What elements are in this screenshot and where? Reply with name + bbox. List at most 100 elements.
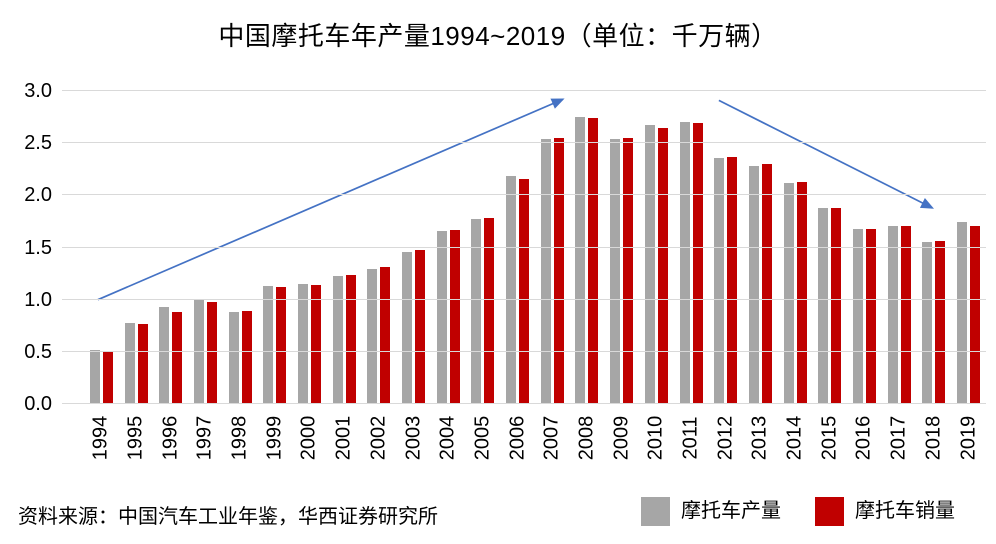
x-axis-tick-label: 1996 bbox=[159, 415, 182, 461]
bar-group-2018 bbox=[917, 91, 952, 404]
bar-group-2019 bbox=[951, 91, 986, 404]
x-axis-tick-label: 1995 bbox=[124, 415, 147, 461]
x-axis-tick-label: 2012 bbox=[714, 415, 737, 461]
bar-sales-1995 bbox=[137, 323, 148, 404]
y-axis-tick-label: 2.0 bbox=[24, 184, 52, 207]
legend-swatch-sales bbox=[815, 497, 844, 526]
bar-group-2002 bbox=[362, 91, 397, 404]
bar-production-2005 bbox=[471, 219, 482, 404]
x-axis-tick-cell: 2005 bbox=[466, 407, 501, 469]
bar-production-2008 bbox=[575, 117, 586, 404]
x-axis-tick-label: 2001 bbox=[332, 415, 355, 461]
bar-production-2014 bbox=[783, 182, 794, 404]
bar-production-2007 bbox=[540, 139, 551, 404]
bar-sales-2003 bbox=[415, 249, 426, 404]
x-axis-tick-label: 2000 bbox=[297, 415, 320, 461]
bar-group-2014 bbox=[778, 91, 813, 404]
x-axis-tick-cell: 2000 bbox=[292, 407, 327, 469]
bar-sales-2018 bbox=[935, 241, 946, 404]
x-axis-tick-cell: 2011 bbox=[674, 407, 709, 469]
bar-production-1999 bbox=[263, 286, 274, 404]
bar-production-2010 bbox=[644, 125, 655, 404]
x-axis-tick-label: 2002 bbox=[367, 415, 390, 461]
x-axis-tick-label: 2019 bbox=[957, 415, 980, 461]
legend-label-sales: 摩托车销量 bbox=[855, 500, 955, 522]
bar-production-2019 bbox=[957, 222, 968, 404]
bar-production-1994 bbox=[89, 349, 100, 404]
bar-production-2017 bbox=[887, 225, 898, 404]
bar-group-2001 bbox=[327, 91, 362, 404]
gridline bbox=[62, 298, 986, 300]
bar-group-1999 bbox=[257, 91, 292, 404]
bar-production-2009 bbox=[610, 139, 621, 404]
gridline bbox=[62, 246, 986, 248]
bar-sales-1997 bbox=[206, 301, 217, 404]
bar-production-1996 bbox=[159, 306, 170, 404]
bar-group-2005 bbox=[466, 91, 501, 404]
bar-group-2013 bbox=[743, 91, 778, 404]
x-axis-tick-cell: 2013 bbox=[743, 407, 778, 469]
x-axis-tick-cell: 2014 bbox=[778, 407, 813, 469]
bar-production-2018 bbox=[922, 242, 933, 404]
bar-sales-1996 bbox=[172, 312, 183, 404]
trend-arrow-rising bbox=[97, 98, 565, 301]
y-axis-tick-label: 2.5 bbox=[24, 132, 52, 155]
x-axis-tick-cell: 2006 bbox=[500, 407, 535, 469]
legend-swatch-production bbox=[641, 497, 670, 526]
source-note: 资料来源：中国汽车工业年鉴，华西证券研究所 bbox=[18, 506, 438, 528]
bar-group-1996 bbox=[153, 91, 188, 404]
x-axis-tick-label: 2013 bbox=[748, 415, 771, 461]
bar-production-2015 bbox=[818, 207, 829, 404]
bar-sales-2002 bbox=[380, 267, 391, 404]
x-axis-tick-label: 2011 bbox=[679, 416, 702, 460]
x-axis-tick-label: 2017 bbox=[887, 415, 910, 461]
bar-group-2009 bbox=[604, 91, 639, 404]
x-axis-tick-label: 1994 bbox=[89, 415, 112, 461]
x-axis-tick-cell: 2001 bbox=[327, 407, 362, 469]
bar-group-2006 bbox=[500, 91, 535, 404]
x-axis-tick-cell: 2004 bbox=[431, 407, 466, 469]
bar-group-2017 bbox=[882, 91, 917, 404]
x-axis-tick-label: 2004 bbox=[436, 415, 459, 461]
x-axis-tick-label: 2016 bbox=[852, 415, 875, 461]
x-axis-tick-cell: 1999 bbox=[257, 407, 292, 469]
legend: 摩托车产量 摩托车销量 bbox=[641, 497, 955, 526]
bar-sales-1994 bbox=[102, 350, 113, 404]
x-axis-tick-label: 1997 bbox=[193, 415, 216, 461]
bar-production-2004 bbox=[436, 230, 447, 404]
bar-sales-2015 bbox=[831, 207, 842, 404]
bar-production-2006 bbox=[506, 175, 517, 404]
x-axis-tick-cell: 2010 bbox=[639, 407, 674, 469]
trend-arrows bbox=[97, 98, 935, 301]
bar-sales-2009 bbox=[623, 137, 634, 404]
gridline bbox=[62, 90, 986, 91]
bar-group-2007 bbox=[535, 91, 570, 404]
bar-sales-2000 bbox=[310, 285, 321, 404]
x-axis-tick-cell: 2012 bbox=[708, 407, 743, 469]
x-axis-tick-label: 1999 bbox=[263, 415, 286, 461]
bar-group-2012 bbox=[708, 91, 743, 404]
x-axis-tick-label: 2014 bbox=[783, 415, 806, 461]
bar-group-2016 bbox=[847, 91, 882, 404]
bar-group-1998 bbox=[223, 91, 258, 404]
x-axis-tick-label: 2010 bbox=[644, 415, 667, 461]
bar-sales-2019 bbox=[970, 225, 981, 404]
y-axis-tick-label: 0.5 bbox=[24, 340, 52, 363]
trend-arrow-falling bbox=[718, 99, 935, 209]
bar-sales-2007 bbox=[553, 137, 564, 404]
x-axis-tick-cell: 2018 bbox=[917, 407, 952, 469]
x-axis-tick-cell: 1996 bbox=[153, 407, 188, 469]
bar-production-2013 bbox=[748, 166, 759, 404]
bar-sales-2011 bbox=[692, 123, 703, 404]
bar-sales-2004 bbox=[449, 229, 460, 404]
bar-group-2003 bbox=[396, 91, 431, 404]
bars-row bbox=[84, 91, 986, 404]
x-axis-tick-label: 1998 bbox=[228, 415, 251, 461]
bar-production-1995 bbox=[124, 322, 135, 404]
bar-production-2001 bbox=[332, 275, 343, 404]
bar-sales-2013 bbox=[761, 164, 772, 404]
gridline bbox=[62, 403, 986, 404]
bar-sales-2014 bbox=[796, 181, 807, 404]
x-axis-tick-label: 2009 bbox=[610, 415, 633, 461]
